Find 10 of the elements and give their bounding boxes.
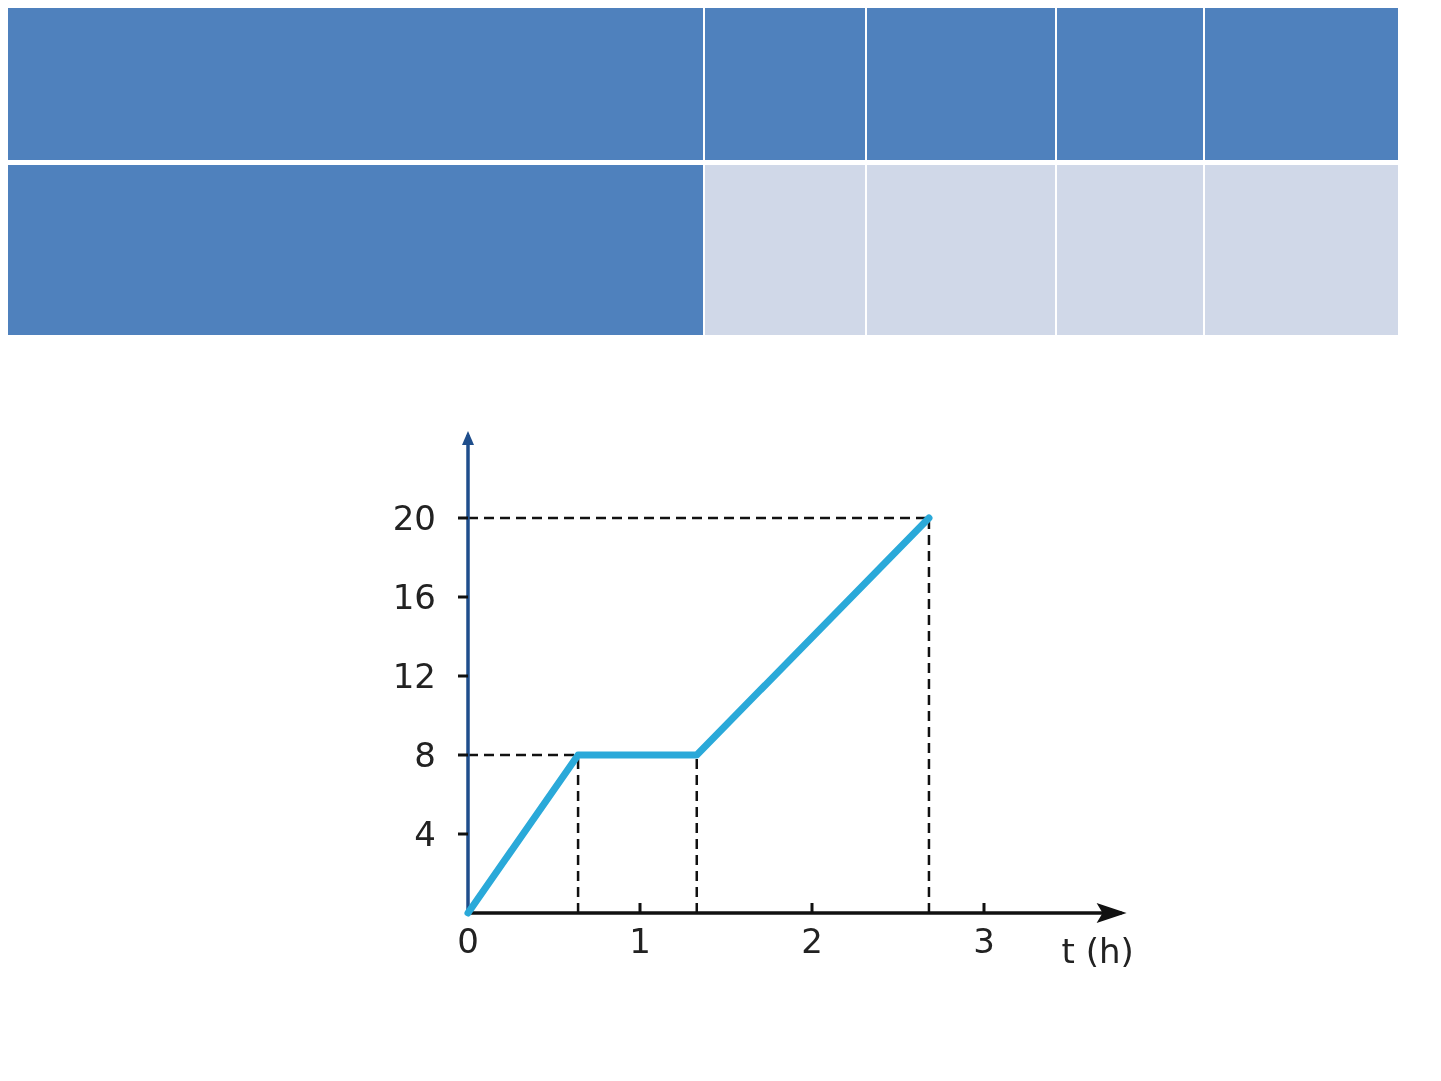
y-tick-label: 8 — [414, 734, 436, 775]
x-tick-label: 0 — [457, 921, 479, 961]
y-tick-label: 12 — [392, 655, 436, 696]
y-tick-label: 20 — [392, 497, 436, 538]
x-tick-label: 2 — [801, 921, 823, 961]
x-tick-label: 1 — [629, 921, 651, 961]
x-tick-label: 3 — [973, 921, 995, 961]
y-tick-label: 16 — [392, 576, 436, 617]
x-axis-title: t (h) — [1061, 931, 1134, 971]
y-tick-label: 4 — [414, 813, 436, 854]
